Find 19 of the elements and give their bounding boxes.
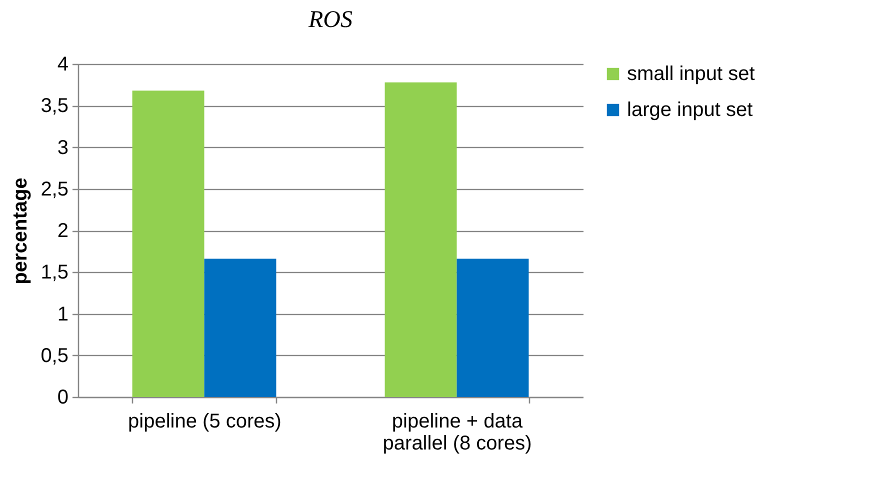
y-tick-label: 1: [57, 303, 68, 326]
y-tick-label: 1,5: [40, 262, 68, 284]
y-tick-label: 2: [57, 220, 68, 242]
y-tick-label: 3,5: [40, 95, 68, 118]
y-tick-label: 0: [57, 386, 68, 408]
legend-label: large input set: [627, 99, 754, 121]
bar: [204, 258, 276, 397]
x-tick-label: pipeline (5 cores): [128, 410, 282, 432]
y-axis-title: percentage: [10, 178, 32, 284]
y-tick-label: 3: [57, 136, 68, 159]
y-tick-label: 4: [57, 54, 68, 76]
bar: [456, 258, 529, 397]
y-tick-label: 0,5: [40, 344, 68, 367]
chart-title: ROS: [308, 7, 352, 33]
bar: [384, 82, 457, 397]
y-tick-label: 2,5: [40, 178, 68, 200]
x-tick-label: pipeline + data parallel (8 cores): [382, 410, 532, 454]
bar: [132, 90, 204, 397]
legend-label: small input set: [627, 63, 756, 85]
